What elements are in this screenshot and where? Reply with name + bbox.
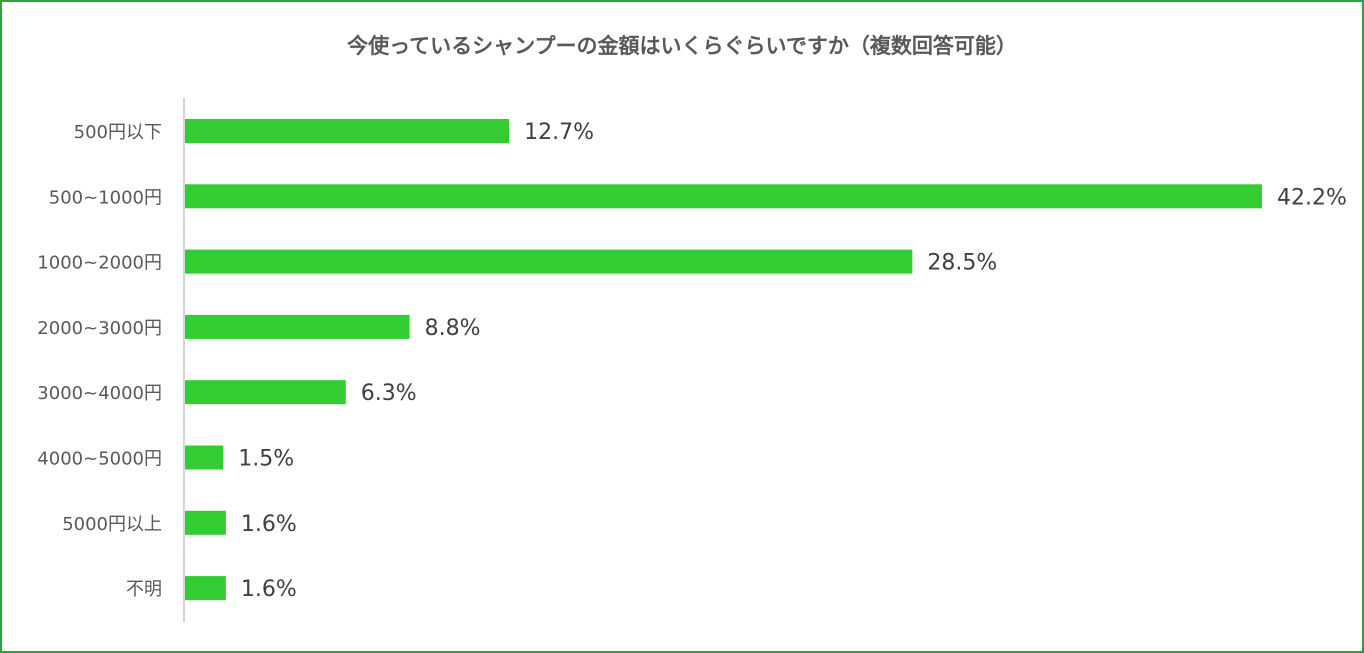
bar (185, 576, 226, 601)
category-label: 500円以下 (74, 122, 162, 143)
category-label: 4000~5000円 (37, 449, 162, 470)
category-label: 2000~3000円 (37, 318, 162, 339)
category-label: 5000円以上 (62, 514, 162, 535)
bar (185, 119, 510, 143)
data-label: 42.2% (1277, 185, 1347, 210)
data-label: 6.3% (361, 381, 417, 406)
bar (185, 184, 1262, 209)
bar (185, 314, 410, 339)
bar (185, 249, 913, 274)
data-label: 28.5% (927, 251, 997, 276)
category-label: 不明 (126, 579, 162, 600)
bar (185, 510, 226, 535)
data-label: 12.7% (524, 120, 594, 145)
data-label: 1.5% (238, 447, 294, 472)
bar (185, 380, 346, 405)
bar (185, 445, 224, 470)
data-label: 1.6% (241, 577, 297, 602)
category-label: 1000~2000円 (37, 253, 162, 274)
chart-title: 今使っているシャンプーの金額はいくらぐらいですか（複数回答可能） (347, 34, 1017, 58)
category-label: 500~1000円 (49, 187, 162, 208)
data-label: 8.8% (425, 316, 481, 341)
data-label: 1.6% (241, 512, 297, 537)
category-label: 3000~4000円 (37, 383, 162, 404)
